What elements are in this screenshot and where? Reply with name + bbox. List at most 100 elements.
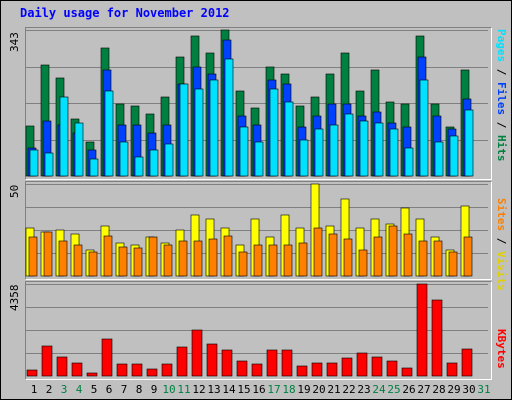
x-tick-label-26: 26: [402, 383, 415, 396]
bar-pages-20: [314, 128, 324, 177]
bar-kbytes-1: [26, 369, 38, 377]
bar-kbytes-29: [446, 362, 458, 377]
bar-pages-19: [299, 139, 309, 177]
bar-sites-19: [298, 242, 308, 277]
x-tick-label-19: 19: [297, 383, 310, 396]
x-tick-label-8: 8: [136, 383, 143, 396]
bar-pages-8: [134, 156, 144, 177]
x-tick-label-30: 30: [462, 383, 475, 396]
x-tick-label-7: 7: [121, 383, 128, 396]
x-tick-label-11: 11: [177, 383, 190, 396]
bar-pages-2: [44, 152, 54, 177]
bar-kbytes-6: [101, 338, 113, 377]
bar-kbytes-17: [266, 349, 278, 377]
bar-sites-28: [433, 240, 443, 277]
bar-sites-2: [43, 231, 53, 277]
x-tick-label-10: 10: [162, 383, 175, 396]
bar-kbytes-14: [221, 349, 233, 377]
bar-pages-3: [59, 96, 69, 177]
bar-pages-9: [149, 149, 159, 177]
x-tick-label-5: 5: [91, 383, 98, 396]
bar-kbytes-4: [71, 362, 83, 377]
legend-hits-files-pages: Pages / Files / Hits: [494, 29, 508, 162]
bar-pages-13: [209, 79, 219, 177]
bar-pages-25: [389, 128, 399, 177]
x-tick-label-1: 1: [31, 383, 38, 396]
x-tick-label-20: 20: [312, 383, 325, 396]
bar-pages-16: [254, 141, 264, 177]
bar-pages-29: [449, 135, 459, 177]
bar-sites-21: [328, 233, 338, 277]
x-tick-label-3: 3: [61, 383, 68, 396]
bar-kbytes-10: [161, 363, 173, 377]
bar-sites-12: [193, 240, 203, 277]
x-tick-label-2: 2: [46, 383, 53, 396]
bar-sites-25: [388, 225, 398, 277]
bar-kbytes-12: [191, 329, 203, 377]
x-tick-label-29: 29: [447, 383, 460, 396]
bar-sites-30: [463, 236, 473, 277]
bar-kbytes-28: [431, 299, 443, 377]
legend-sites-visits: Sites / Visits: [494, 198, 508, 291]
bar-kbytes-25: [386, 360, 398, 377]
legend-sep: /: [495, 231, 508, 251]
bar-sites-10: [163, 244, 173, 277]
bar-kbytes-7: [116, 363, 128, 377]
bar-kbytes-9: [146, 368, 158, 377]
bar-sites-1: [28, 236, 38, 277]
x-tick-label-4: 4: [76, 383, 83, 396]
bar-sites-4: [73, 244, 83, 277]
bar-pages-27: [419, 79, 429, 177]
x-tick-label-12: 12: [192, 383, 205, 396]
bar-kbytes-23: [356, 352, 368, 377]
bar-sites-13: [208, 238, 218, 277]
bar-kbytes-18: [281, 349, 293, 377]
bar-sites-27: [418, 240, 428, 277]
bar-sites-16: [253, 244, 263, 277]
bar-pages-11: [179, 83, 189, 177]
bar-kbytes-5: [86, 372, 98, 377]
bar-sites-22: [343, 238, 353, 277]
bar-pages-30: [464, 109, 474, 177]
x-tick-label-27: 27: [417, 383, 430, 396]
x-tick-label-28: 28: [432, 383, 445, 396]
legend-pages: Pages: [495, 29, 508, 63]
bar-sites-9: [148, 236, 158, 277]
x-tick-label-21: 21: [327, 383, 340, 396]
x-tick-label-31: 31: [477, 383, 490, 396]
legend-sep: /: [495, 62, 508, 82]
bar-pages-12: [194, 88, 204, 177]
bar-kbytes-15: [236, 360, 248, 377]
bar-pages-18: [284, 101, 294, 177]
x-tick-label-23: 23: [357, 383, 370, 396]
bar-pages-22: [344, 113, 354, 177]
bar-pages-17: [269, 88, 279, 177]
x-tick-label-6: 6: [106, 383, 113, 396]
bar-kbytes-19: [296, 365, 308, 377]
bar-kbytes-11: [176, 346, 188, 377]
bar-pages-5: [89, 158, 99, 177]
bar-kbytes-13: [206, 343, 218, 377]
bar-kbytes-8: [131, 363, 143, 377]
bar-kbytes-22: [341, 357, 353, 377]
legend-sites: Sites: [495, 198, 508, 232]
bar-pages-26: [404, 147, 414, 177]
bar-kbytes-26: [401, 367, 413, 377]
x-tick-label-17: 17: [267, 383, 280, 396]
bar-kbytes-21: [326, 362, 338, 377]
x-tick-label-14: 14: [222, 383, 236, 396]
x-tick-label-24: 24: [372, 383, 386, 396]
x-tick-label-9: 9: [151, 383, 158, 396]
x-tick-label-13: 13: [207, 383, 220, 396]
bar-sites-15: [238, 251, 248, 277]
chart-title: Daily usage for November 2012: [20, 6, 230, 20]
bar-pages-15: [239, 126, 249, 177]
bar-sites-8: [133, 247, 143, 277]
bar-sites-20: [313, 227, 323, 277]
bar-kbytes-30: [461, 348, 473, 377]
bar-pages-21: [329, 124, 339, 177]
bar-pages-10: [164, 143, 174, 177]
legend-files: Files: [495, 82, 508, 116]
bar-kbytes-20: [311, 362, 323, 377]
